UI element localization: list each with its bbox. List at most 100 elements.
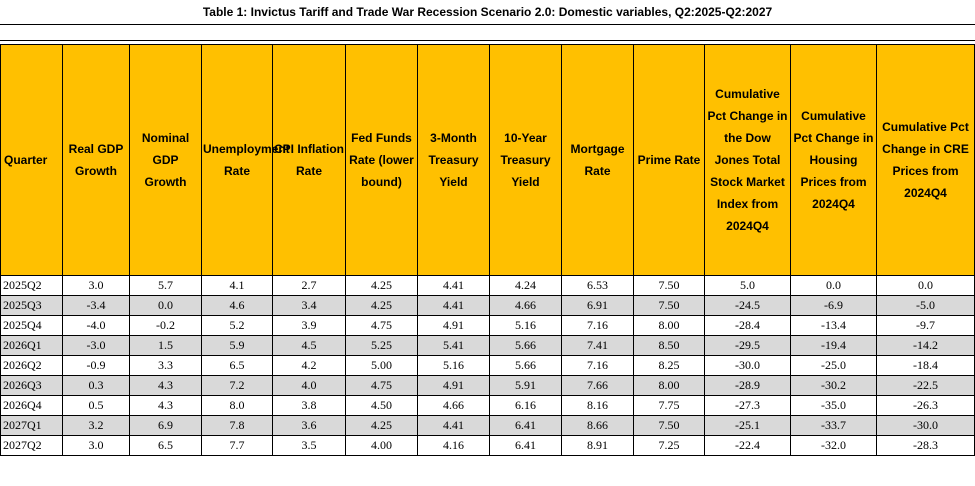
value-cell: -14.2 [876,335,975,356]
value-cell: 4.0 [272,375,346,396]
value-cell: 8.91 [561,435,634,456]
value-cell: -13.4 [790,315,877,336]
value-cell: 6.5 [201,355,273,376]
column-header: Cumulative Pct Change in Housing Prices … [790,44,877,276]
value-cell: -28.4 [704,315,791,336]
value-cell: -25.1 [704,415,791,436]
value-cell: -22.4 [704,435,791,456]
column-header: CPI Inflation Rate [272,44,346,276]
column-header: Quarter [0,44,63,276]
table-row: 2026Q4 0.5 4.3 8.0 3.8 4.50 4.66 6.16 8.16 7.75 -2… [0,395,975,416]
table-row: 2025Q2 3.0 5.7 4.1 2.7 4.25 4.41 4.24 6.53 7.50 5.… [0,275,975,296]
value-cell: -30.0 [704,355,791,376]
value-cell: -22.5 [876,375,975,396]
column-header: Real GDP Growth [62,44,130,276]
value-cell: 4.91 [417,315,490,336]
value-cell: 0.3 [62,375,130,396]
value-cell: 4.6 [201,295,273,316]
value-cell: 7.2 [201,375,273,396]
value-cell: 7.16 [561,315,634,336]
quarter-cell: 2026Q2 [0,355,63,376]
column-header: 10-Year Treasury Yield [489,44,562,276]
column-header: Nominal GDP Growth [129,44,202,276]
value-cell: 6.41 [489,435,562,456]
value-cell: 6.16 [489,395,562,416]
value-cell: 4.5 [272,335,346,356]
value-cell: -19.4 [790,335,877,356]
value-cell: 3.0 [62,275,130,296]
value-cell: 4.3 [129,375,202,396]
value-cell: 8.50 [633,335,705,356]
value-cell: 4.66 [417,395,490,416]
value-cell: 6.91 [561,295,634,316]
value-cell: 2.7 [272,275,346,296]
value-cell: 5.2 [201,315,273,336]
value-cell: 5.25 [345,335,418,356]
value-cell: 3.0 [62,435,130,456]
value-cell: 5.00 [345,355,418,376]
value-cell: 5.9 [201,335,273,356]
value-cell: -27.3 [704,395,791,416]
value-cell: 3.4 [272,295,346,316]
table-title: Table 1: Invictus Tariff and Trade War R… [202,5,773,19]
value-cell: 0.5 [62,395,130,416]
value-cell: 4.25 [345,295,418,316]
value-cell: 8.00 [633,375,705,396]
title-rule [0,24,975,25]
column-header: 3-Month Treasury Yield [417,44,490,276]
quarter-cell: 2027Q1 [0,415,63,436]
value-cell: -18.4 [876,355,975,376]
domestic-variables-table: Quarter Real GDP Growth Nominal GDP Growth… [0,44,975,456]
value-cell: 7.50 [633,415,705,436]
value-cell: 5.0 [704,275,791,296]
value-cell: 7.66 [561,375,634,396]
value-cell: 4.41 [417,275,490,296]
value-cell: 6.9 [129,415,202,436]
value-cell: -35.0 [790,395,877,416]
value-cell: 4.2 [272,355,346,376]
column-header: Cumulative Pct Change in the Dow Jones T… [704,44,791,276]
value-cell: 4.41 [417,415,490,436]
value-cell: -33.7 [790,415,877,436]
quarter-cell: 2025Q3 [0,295,63,316]
table-body: 2025Q2 3.0 5.7 4.1 2.7 4.25 4.41 4.24 6.53 7.50 5.… [0,275,975,456]
value-cell: 7.50 [633,295,705,316]
value-cell: 5.16 [417,355,490,376]
value-cell: 7.25 [633,435,705,456]
value-cell: -28.9 [704,375,791,396]
value-cell: -4.0 [62,315,130,336]
table-top-rule [0,40,975,41]
value-cell: 7.16 [561,355,634,376]
table-row: 2026Q3 0.3 4.3 7.2 4.0 4.75 4.91 5.91 7.66 8.00 -2… [0,375,975,396]
value-cell: -32.0 [790,435,877,456]
quarter-cell: 2026Q1 [0,335,63,356]
column-header: Mortgage Rate [561,44,634,276]
value-cell: -5.0 [876,295,975,316]
value-cell: 6.41 [489,415,562,436]
table-row: 2025Q3 -3.4 0.0 4.6 3.4 4.25 4.41 4.66 6.91 7.50-… [0,295,975,316]
value-cell: 5.41 [417,335,490,356]
value-cell: 7.75 [633,395,705,416]
value-cell: -30.2 [790,375,877,396]
value-cell: 3.3 [129,355,202,376]
table-row: 2026Q1 -3.0 1.5 5.9 4.5 5.25 5.41 5.66 7.41 8.50-… [0,335,975,356]
value-cell: 6.53 [561,275,634,296]
value-cell: -26.3 [876,395,975,416]
table-row: 2026Q2 -0.9 3.3 6.5 4.2 5.00 5.16 5.66 7.16 8.25-… [0,355,975,376]
value-cell: 4.75 [345,375,418,396]
value-cell: -0.9 [62,355,130,376]
table-row: 2027Q2 3.0 6.5 7.7 3.5 4.00 4.16 6.41 8.91 7.25 -2… [0,435,975,456]
value-cell: 5.7 [129,275,202,296]
value-cell: 4.50 [345,395,418,416]
value-cell: 3.9 [272,315,346,336]
column-header: Fed Funds Rate (lower bound) [345,44,418,276]
value-cell: 4.3 [129,395,202,416]
value-cell: 4.25 [345,415,418,436]
value-cell: 5.66 [489,335,562,356]
column-header: Unemployment Rate [201,44,290,276]
value-cell: 5.16 [489,315,562,336]
value-cell: 4.41 [417,295,490,316]
value-cell: -29.5 [704,335,791,356]
value-cell: 6.5 [129,435,202,456]
value-cell: 7.8 [201,415,273,436]
